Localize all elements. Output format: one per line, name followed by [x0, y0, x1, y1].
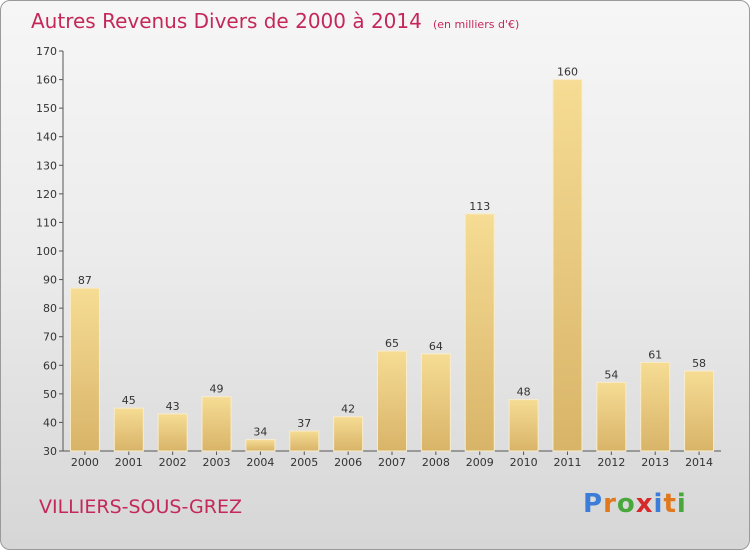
value-label-2002: 43 [166, 400, 180, 413]
y-tick-label: 70 [43, 331, 57, 344]
x-tick-label: 2011 [553, 456, 581, 469]
chart-title: Autres Revenus Divers de 2000 à 2014 [31, 9, 422, 33]
y-tick-label: 100 [36, 245, 57, 258]
x-tick-label: 2004 [246, 456, 274, 469]
town-name: VILLIERS-SOUS-GREZ [39, 496, 242, 518]
bar-2004 [245, 439, 276, 452]
y-tick-label: 40 [43, 416, 57, 429]
value-label-2012: 54 [604, 368, 618, 381]
y-tick-label: 60 [43, 359, 57, 372]
proxiti-logo[interactable]: Proxiti [583, 489, 687, 519]
y-tick-label: 130 [36, 159, 57, 172]
x-tick-label: 2012 [597, 456, 625, 469]
x-tick-label: 2000 [71, 456, 99, 469]
value-label-2000: 87 [78, 274, 92, 287]
x-tick-label: 2001 [115, 456, 143, 469]
bar-2009 [464, 213, 495, 452]
y-tick-label: 80 [43, 302, 57, 315]
x-tick-label: 2014 [685, 456, 713, 469]
value-label-2010: 48 [517, 386, 531, 399]
value-label-2008: 64 [429, 340, 443, 353]
y-tick-label: 30 [43, 445, 57, 458]
bars [69, 79, 715, 452]
value-label-2005: 37 [297, 417, 311, 430]
value-label-2004: 34 [253, 426, 267, 439]
bar-2013 [640, 361, 671, 452]
title-row: Autres Revenus Divers de 2000 à 2014 (en… [31, 9, 519, 33]
x-tick-label: 2009 [466, 456, 494, 469]
logo-letter: t [663, 489, 677, 519]
y-tick-label: 90 [43, 274, 57, 287]
bar-2011 [552, 79, 583, 452]
x-tick-label: 2005 [290, 456, 318, 469]
y-tick-label: 150 [36, 102, 57, 115]
bar-2007 [377, 350, 407, 452]
logo-letter: i [653, 489, 664, 519]
y-tick-label: 120 [36, 188, 57, 201]
x-tick-label: 2013 [641, 456, 669, 469]
value-label-2006: 42 [341, 403, 355, 416]
bar-2008 [420, 353, 451, 452]
y-tick-label: 140 [36, 131, 57, 144]
bar-2006 [333, 416, 364, 452]
value-labels: 87 45 43 49 34 37 42 65 64 113 48 160 54 61 58 [78, 66, 706, 439]
y-tick-label: 170 [36, 45, 57, 58]
value-label-2001: 45 [122, 394, 136, 407]
y-tick-label: 110 [36, 216, 57, 229]
logo-letter: x [635, 489, 654, 519]
x-tick-label: 2007 [378, 456, 406, 469]
value-label-2007: 65 [385, 337, 399, 350]
bar-2003 [201, 396, 232, 452]
logo-letter: i [676, 489, 687, 519]
bar-2012 [596, 381, 627, 452]
logo-letter: r [603, 489, 617, 519]
bar-2000 [69, 287, 100, 452]
x-tick-label: 2002 [159, 456, 187, 469]
logo-letter: o [616, 489, 636, 519]
value-label-2003: 49 [210, 383, 224, 396]
x-tick-label: 2008 [422, 456, 450, 469]
bar-2010 [508, 399, 539, 452]
value-label-2014: 58 [692, 357, 706, 370]
value-label-2013: 61 [648, 348, 662, 361]
chart-subtitle: (en milliers d'€) [432, 18, 520, 31]
y-tick-label: 160 [36, 74, 57, 87]
x-tick-label: 2006 [334, 456, 362, 469]
bar-2005 [289, 430, 320, 452]
bar-2001 [113, 407, 144, 452]
axes: 30 40 50 60 70 80 90 100 110 120 130 140 150 160 170 20… [36, 45, 721, 469]
x-tick-label: 2010 [510, 456, 538, 469]
logo-letter: P [583, 489, 604, 519]
value-label-2011: 160 [557, 66, 578, 79]
x-tick-label: 2003 [203, 456, 231, 469]
y-tick-label: 50 [43, 388, 57, 401]
bar-2014 [684, 370, 715, 452]
value-label-2009: 113 [469, 200, 490, 213]
bar-2002 [157, 413, 188, 452]
